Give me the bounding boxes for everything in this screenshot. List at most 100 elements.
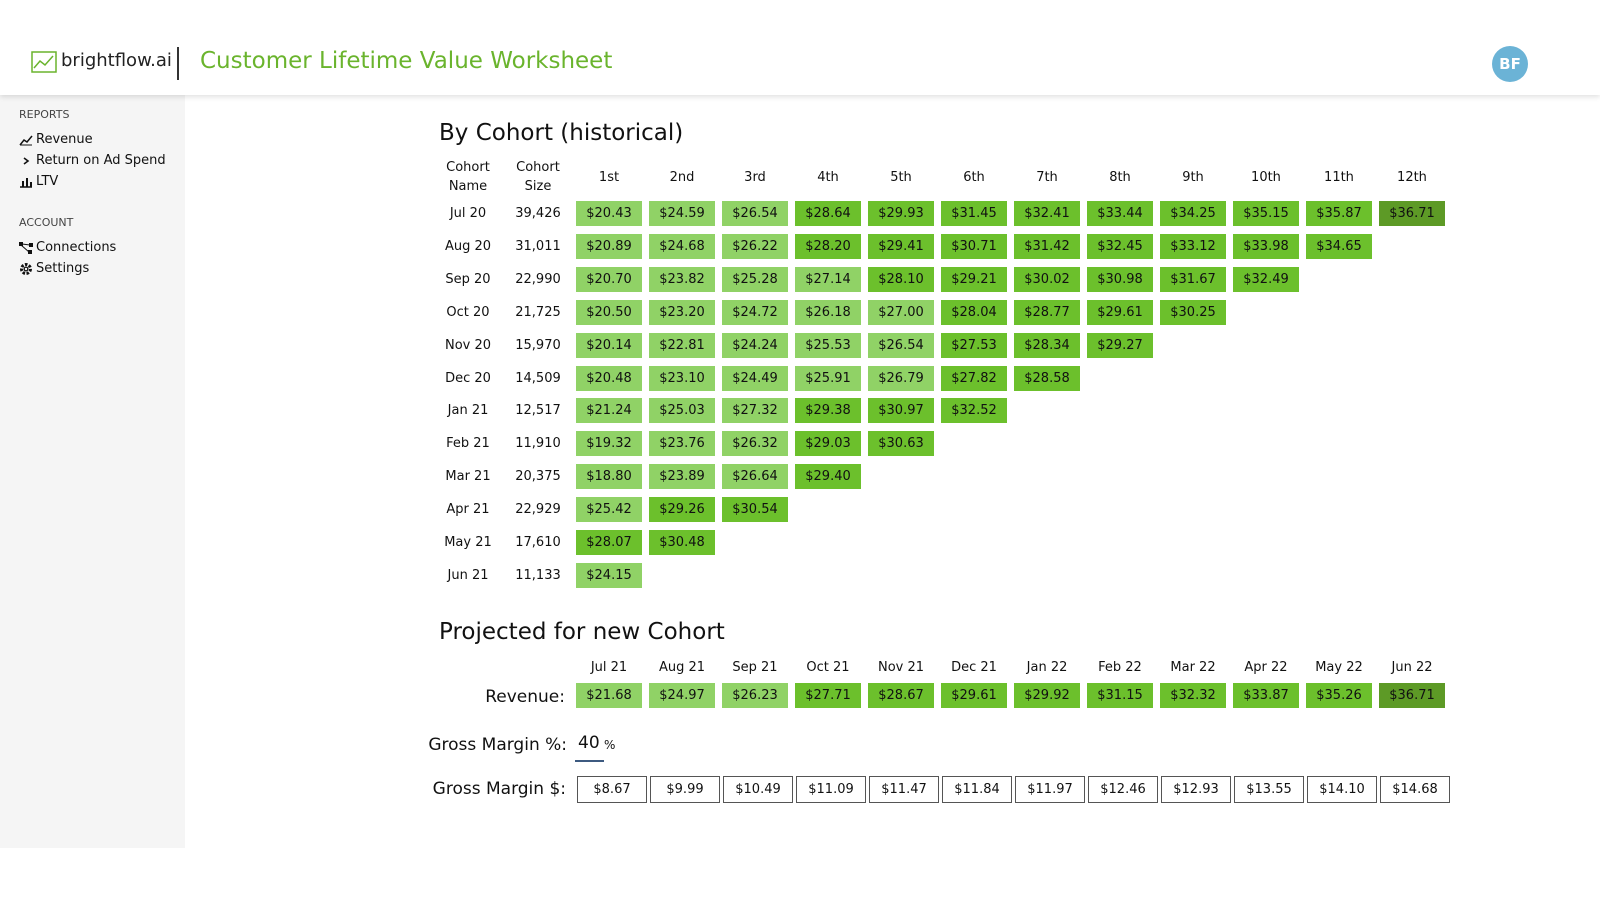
cohort-size: 15,970 bbox=[515, 337, 561, 353]
value-cell: $33.44 bbox=[1087, 201, 1153, 226]
margin-unit: % bbox=[604, 738, 616, 752]
nav-item[interactable]: Settings bbox=[19, 261, 89, 276]
margin-input[interactable]: 40 bbox=[578, 733, 600, 753]
value-cell: $24.24 bbox=[722, 332, 788, 358]
value-cell: $24.49 bbox=[722, 365, 788, 391]
nav-item[interactable]: LTV bbox=[19, 174, 58, 189]
value-cell: $30.02 bbox=[1014, 266, 1080, 292]
value-cell: $24.72 bbox=[722, 299, 788, 325]
value-cell: $25.91 bbox=[795, 365, 861, 391]
margin-cell: $11.84 bbox=[942, 776, 1012, 803]
value-cell: $30.63 bbox=[868, 431, 934, 457]
top-bar: brightflow.ai Customer Lifetime Value Wo… bbox=[0, 0, 1600, 95]
value-cell: $32.45 bbox=[1087, 233, 1153, 259]
revenue-cell: $29.61 bbox=[941, 683, 1007, 708]
value-cell: $21.24 bbox=[576, 398, 642, 424]
month-header: Dec 21 bbox=[951, 660, 997, 675]
revenue-cell: $28.67 bbox=[868, 683, 934, 708]
value-cell: $34.65 bbox=[1306, 233, 1372, 259]
value-cell: $30.97 bbox=[868, 398, 934, 424]
value-cell: $26.54 bbox=[722, 201, 788, 226]
margin-cell: $14.10 bbox=[1307, 776, 1377, 803]
revenue-cell: $29.92 bbox=[1014, 683, 1080, 708]
cohort-name: Oct 20 bbox=[446, 304, 490, 320]
section-heading: ACCOUNT bbox=[19, 216, 74, 229]
value-cell: $28.77 bbox=[1014, 299, 1080, 325]
nav-label[interactable]: Connections bbox=[36, 240, 117, 255]
revenue-cell: $32.32 bbox=[1160, 683, 1226, 708]
nav-label[interactable]: Settings bbox=[36, 261, 90, 276]
cohort-size: 20,375 bbox=[515, 469, 561, 485]
revenue-cell: $36.71 bbox=[1379, 683, 1445, 708]
value-cell: $20.14 bbox=[576, 332, 642, 358]
cohort-size: 31,011 bbox=[515, 238, 561, 254]
column-header: 5th bbox=[890, 170, 912, 185]
value-cell: $29.61 bbox=[1087, 299, 1153, 325]
value-cell: $26.18 bbox=[795, 299, 861, 325]
value-cell: $30.98 bbox=[1087, 266, 1153, 292]
value-cell: $28.04 bbox=[941, 299, 1007, 325]
value-cell: $20.48 bbox=[576, 365, 642, 391]
value-cell: $25.42 bbox=[576, 497, 642, 523]
value-cell: $23.20 bbox=[649, 299, 715, 325]
value-cell: $23.82 bbox=[649, 266, 715, 292]
value-cell: $25.28 bbox=[722, 266, 788, 292]
value-cell: $33.12 bbox=[1160, 233, 1226, 259]
value-cell: $31.45 bbox=[941, 201, 1007, 226]
revenue-cell: $27.71 bbox=[795, 683, 861, 708]
column-header: 11th bbox=[1324, 170, 1354, 185]
value-cell: $26.64 bbox=[722, 464, 788, 490]
margin-cell: $10.49 bbox=[723, 776, 793, 803]
value-cell: $22.81 bbox=[649, 332, 715, 358]
value-cell: $30.54 bbox=[722, 497, 788, 523]
nav-item[interactable]: Connections bbox=[19, 240, 116, 255]
nav-label[interactable]: Revenue bbox=[36, 132, 93, 147]
value-cell: $34.25 bbox=[1160, 201, 1226, 226]
row-label: Gross Margin %: bbox=[428, 735, 567, 755]
margin-cell: $11.09 bbox=[796, 776, 866, 803]
revenue-cell: $35.26 bbox=[1306, 683, 1372, 708]
margin-cell: $12.93 bbox=[1161, 776, 1231, 803]
value-cell: $20.43 bbox=[576, 201, 642, 226]
month-header: Mar 22 bbox=[1170, 660, 1216, 675]
value-cell: $28.64 bbox=[795, 201, 861, 226]
value-cell: $26.54 bbox=[868, 332, 934, 358]
column-header: 7th bbox=[1036, 170, 1058, 185]
cohort-size: 14,509 bbox=[515, 370, 561, 386]
value-cell: $31.67 bbox=[1160, 266, 1226, 292]
value-cell: $26.79 bbox=[868, 365, 934, 391]
margin-cell: $11.47 bbox=[869, 776, 939, 803]
cohort-name: Aug 20 bbox=[444, 238, 492, 254]
cohort-name: Nov 20 bbox=[444, 337, 492, 353]
column-header: 8th bbox=[1109, 170, 1131, 185]
value-cell: $29.38 bbox=[795, 398, 861, 424]
month-header: Aug 21 bbox=[658, 660, 706, 675]
month-header: Oct 21 bbox=[806, 660, 850, 675]
value-cell: $30.25 bbox=[1160, 299, 1226, 325]
value-cell: $29.27 bbox=[1087, 332, 1153, 358]
value-cell: $26.32 bbox=[722, 431, 788, 457]
value-cell: $36.71 bbox=[1379, 201, 1445, 226]
value-cell: $18.80 bbox=[576, 464, 642, 490]
avatar[interactable]: BF bbox=[1492, 46, 1528, 82]
revenue-cell: $26.23 bbox=[722, 683, 788, 708]
month-header: Feb 22 bbox=[1098, 660, 1142, 675]
nav-label[interactable]: LTV bbox=[36, 174, 59, 189]
nav-item[interactable]: Revenue bbox=[19, 132, 93, 147]
value-cell: $28.58 bbox=[1014, 365, 1080, 391]
margin-cell: $12.46 bbox=[1088, 776, 1158, 803]
logo-text[interactable]: brightflow.ai bbox=[61, 50, 172, 71]
column-header: 9th bbox=[1182, 170, 1204, 185]
cohort-name: Apr 21 bbox=[446, 502, 490, 518]
section-title: Projected for new Cohort bbox=[439, 619, 725, 645]
value-cell: $26.22 bbox=[722, 233, 788, 259]
nav-label[interactable]: Return on Ad Spend bbox=[36, 153, 166, 168]
nav-item[interactable]: Return on Ad Spend bbox=[19, 153, 166, 168]
value-cell: $23.10 bbox=[649, 365, 715, 391]
column-header: 3rd bbox=[744, 170, 766, 185]
logo-icon bbox=[31, 51, 57, 73]
value-cell: $30.71 bbox=[941, 233, 1007, 259]
column-header: 6th bbox=[963, 170, 985, 185]
value-cell: $29.21 bbox=[941, 266, 1007, 292]
